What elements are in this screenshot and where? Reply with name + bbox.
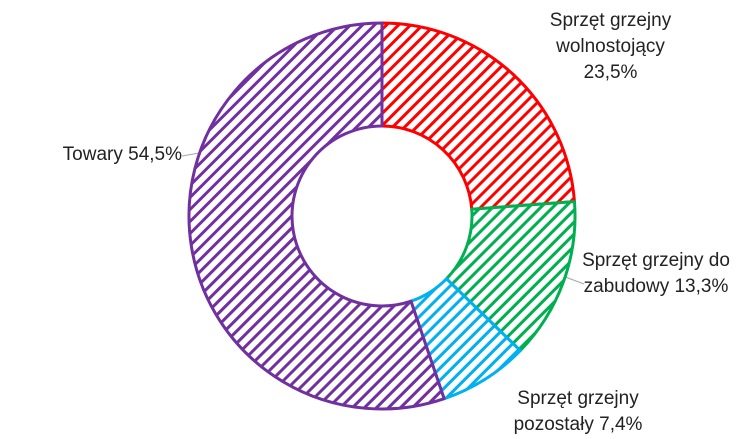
data-label: Sprzęt grzejny wolnostojący 23,5% xyxy=(528,8,693,86)
category-label: Sprzęt grzejny do zabudowy xyxy=(582,250,730,297)
data-label: Towary 54,5% xyxy=(20,142,182,168)
value-label: 7,4% xyxy=(599,414,643,435)
value-label: 13,3% xyxy=(674,276,729,297)
data-label: Sprzęt grzejny pozostały 7,4% xyxy=(488,386,668,438)
donut-segment xyxy=(187,21,446,411)
value-label: 23,5% xyxy=(583,62,638,83)
category-label: Towary xyxy=(62,144,123,165)
category-label: Sprzęt grzejny wolnostojący xyxy=(549,10,672,57)
data-label: Sprzęt grzejny do zabudowy 13,3% xyxy=(576,248,736,300)
donut-segment xyxy=(444,200,577,353)
donut-segment xyxy=(380,21,576,211)
category-label: Sprzęt grzejny pozostały xyxy=(513,388,639,435)
value-label: 54,5% xyxy=(128,144,182,165)
